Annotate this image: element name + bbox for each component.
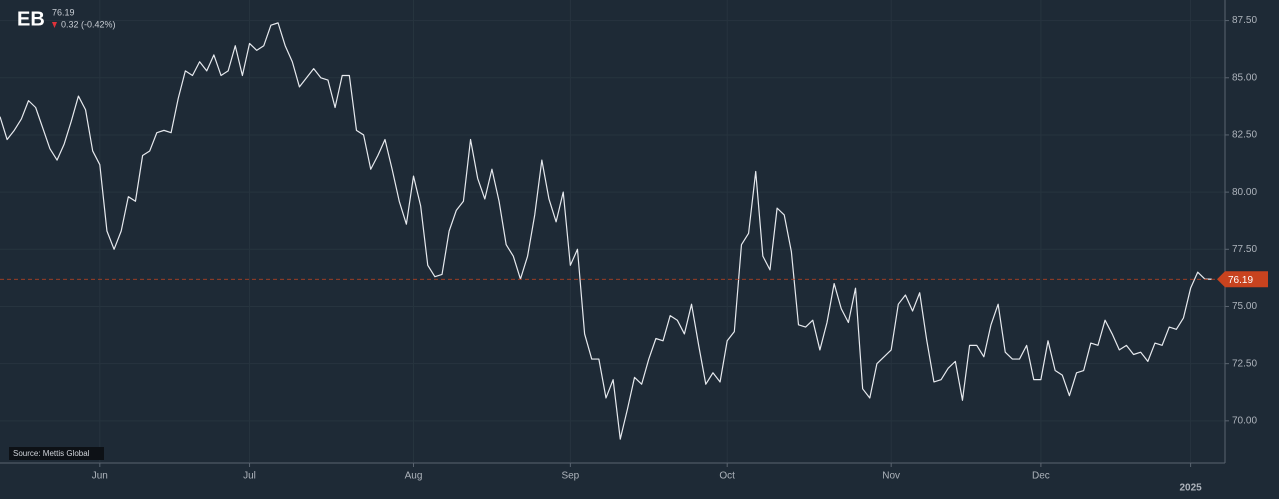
y-tick-label: 82.50 [1232,130,1257,141]
y-tick-label: 70.00 [1232,415,1257,426]
symbol: EB [17,8,45,30]
x-tick-label: Dec [1032,471,1050,482]
x-tick-label: Jul [243,471,256,482]
y-tick-label: 80.00 [1232,187,1257,198]
grid [0,0,1225,462]
price-line [0,22,1213,440]
price: 76.19 [52,7,75,17]
y-tick-label: 87.50 [1232,15,1257,26]
x-tick-label: Jun [92,471,108,482]
y-tick-label: 77.50 [1232,244,1257,255]
source: Source: Mettis Global [13,449,90,458]
x-tick-label: Oct [719,471,735,482]
x-tick-label: 2025 [1179,483,1202,494]
plot [0,22,1225,440]
down-arrow [52,22,57,28]
last-price-label: 76.19 [1228,275,1253,286]
source-box [9,447,104,460]
x-tick-label: Nov [882,471,900,482]
x-tick-label: Aug [405,471,423,482]
change: 0.32 (-0.42%) [61,19,116,29]
y-tick-label: 85.00 [1232,72,1257,83]
y-tick-label: 72.50 [1232,358,1257,369]
last-price-tag [1217,271,1268,288]
y-tick-label: 75.00 [1232,301,1257,312]
x-tick-label: Sep [561,471,579,482]
